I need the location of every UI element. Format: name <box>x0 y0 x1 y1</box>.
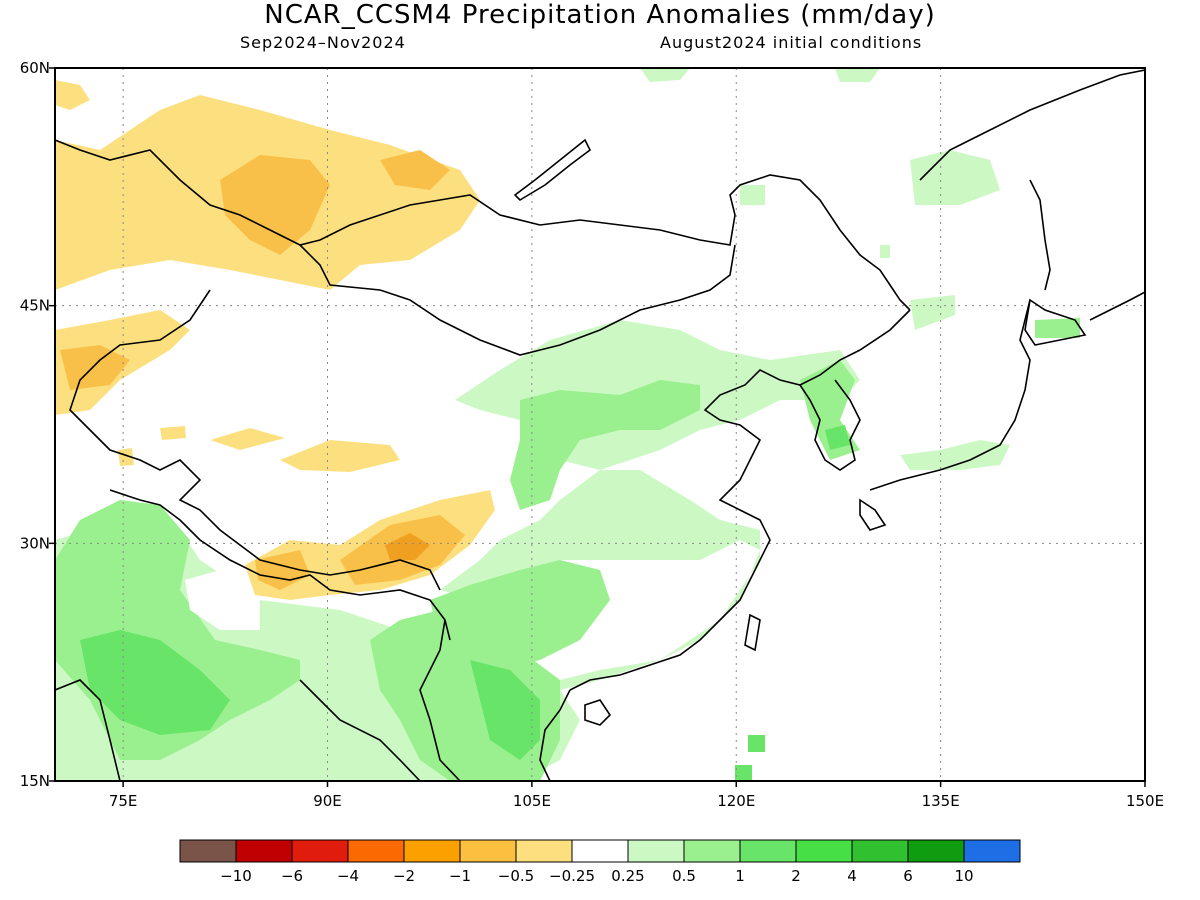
wet-area-myanmar-core <box>470 660 540 760</box>
wet-area-hokkaido <box>1035 318 1080 338</box>
lon-tick-label: 75E <box>109 792 138 810</box>
lat-tick-label: 30N <box>20 534 50 552</box>
colorbar-label: −10 <box>220 867 252 885</box>
wet-area-japan <box>900 440 1010 470</box>
wet-area-manchuria <box>910 150 1000 205</box>
hainan-island <box>584 699 612 726</box>
lon-tick-label: 150E <box>1126 792 1164 810</box>
dry-area-tibet <box>280 440 400 472</box>
taiwan-island <box>744 613 761 652</box>
colorbar-swatch <box>851 839 909 863</box>
colorbar-label: 1 <box>735 867 745 885</box>
colorbar-label: −0.25 <box>549 867 595 885</box>
mongolia-border <box>299 244 736 356</box>
colorbar-label: −0.5 <box>498 867 534 885</box>
wet-area-korea-core <box>825 425 850 450</box>
colorbar-label: 0.5 <box>672 867 696 885</box>
coastlines-borders <box>55 69 1145 781</box>
colorbar-swatch <box>627 839 685 863</box>
colorbar-swatch <box>347 839 405 863</box>
sakhalin-island <box>1029 179 1051 291</box>
himalaya-border <box>109 489 451 641</box>
colorbar-swatch <box>459 839 517 863</box>
colorbar-swatch <box>179 839 237 863</box>
dry-area-small <box>118 426 186 466</box>
initial-conditions-subtitle: August2024 initial conditions <box>660 33 923 52</box>
colorbar-label: 2 <box>791 867 801 885</box>
india-coast <box>55 679 421 781</box>
colorbar-swatch <box>291 839 349 863</box>
dry-area-west-core <box>60 345 130 390</box>
dry-area-north-core <box>220 155 330 255</box>
axis-labels: 60N 45N 30N 15N 75E 90E 105E 120E 135E 150E <box>20 59 1164 810</box>
colorbar-swatch <box>403 839 461 863</box>
indochina-coast <box>419 619 571 781</box>
wet-area-india-core <box>80 630 230 735</box>
colorbar-label: 0.25 <box>611 867 644 885</box>
season-subtitle: Sep2024–Nov2024 <box>240 33 406 52</box>
russia-southern-border <box>55 139 911 311</box>
lon-tick-label: 120E <box>717 792 755 810</box>
colorbar-swatch <box>515 839 573 863</box>
colorbar-swatch <box>963 839 1021 863</box>
colorbar-label: 4 <box>847 867 857 885</box>
okhotsk-coast <box>919 69 1145 181</box>
lat-tick-label: 15N <box>20 772 50 790</box>
anomaly-fields <box>55 68 1080 781</box>
lat-tick-label: 45N <box>20 297 50 315</box>
dry-area-tibet-north <box>210 428 285 450</box>
map-frame <box>54 67 1146 782</box>
colorbar-label: −1 <box>449 867 471 885</box>
japan-kyushu <box>859 498 887 531</box>
wet-area-taiwan <box>735 735 765 781</box>
lake-baikal <box>513 138 592 202</box>
wet-area-siberia-north <box>640 68 880 82</box>
colorbar-swatch <box>907 839 965 863</box>
colorbar-label: 6 <box>903 867 913 885</box>
lon-tick-label: 90E <box>313 792 342 810</box>
china-east-coast <box>569 309 911 691</box>
colorbar-swatch <box>795 839 853 863</box>
colorbar-swatch <box>571 839 629 863</box>
colorbar-swatch <box>739 839 797 863</box>
wet-area-china-mid <box>510 380 700 510</box>
colorbar-swatch <box>683 839 741 863</box>
lon-tick-label: 105E <box>513 792 551 810</box>
hokkaido-island <box>1024 298 1087 346</box>
wet-area-small-ne <box>740 185 955 330</box>
colorbar-label: −6 <box>281 867 303 885</box>
colorbar-label: −2 <box>393 867 415 885</box>
wet-area-tibet-white-hole <box>185 570 260 630</box>
colorbar-label: −4 <box>337 867 359 885</box>
dry-area-tibet-south-peak <box>385 533 430 560</box>
lat-tick-label: 60N <box>20 59 50 77</box>
dry-area-north-core-2 <box>380 150 450 190</box>
colorbar-swatch <box>235 839 293 863</box>
colorbar: −10 −6 −4 −2 −1 −0.5 −0.25 0.25 0.5 1 2 4 6 10 <box>179 839 1021 885</box>
colorbar-label: 10 <box>954 867 973 885</box>
korea-coast <box>799 379 861 471</box>
china-west-border <box>69 289 441 591</box>
dry-area-northwest <box>55 80 90 110</box>
kamchatka-kuril <box>1089 291 1145 321</box>
japan-honshu <box>869 299 1031 491</box>
map-title: NCAR_CCSM4 Precipitation Anomalies (mm/d… <box>264 0 936 30</box>
lon-tick-label: 135E <box>922 792 960 810</box>
